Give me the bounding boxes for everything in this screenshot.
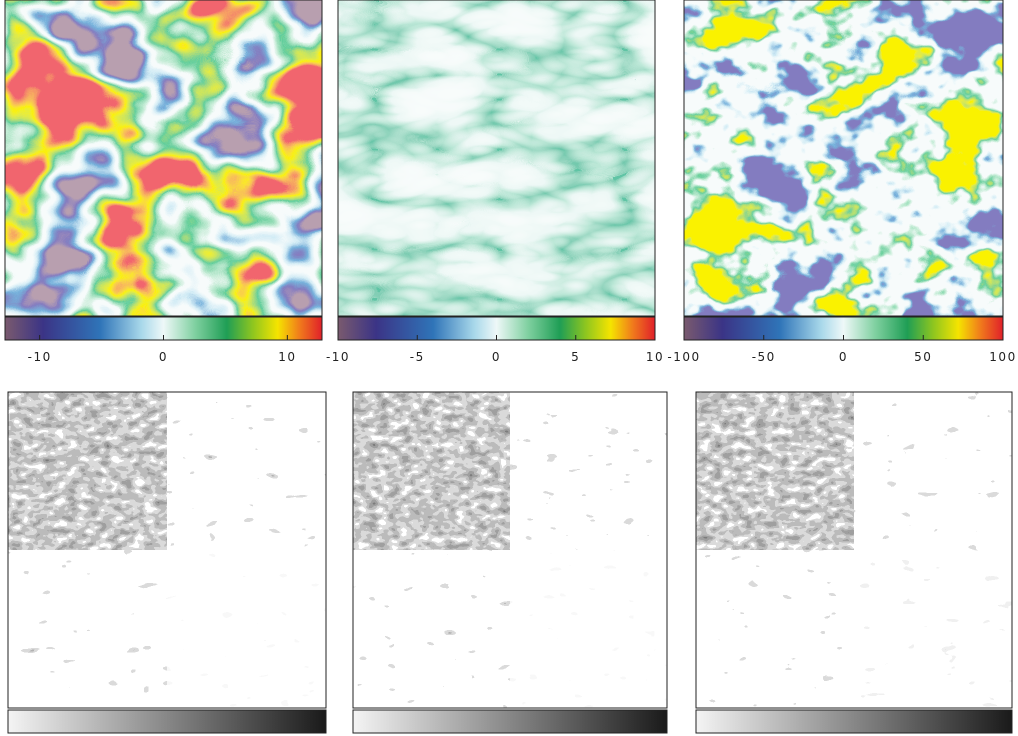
colorbar bbox=[7, 709, 327, 734]
coefficient-maps bbox=[7, 391, 1013, 734]
tick-label: 0 bbox=[839, 350, 848, 364]
tick-label: -10 bbox=[326, 350, 350, 364]
tick-label: 5 bbox=[571, 350, 580, 364]
tick-label: 10 bbox=[278, 350, 296, 364]
vorticity-field bbox=[684, 0, 1003, 316]
vorticity-field bbox=[338, 0, 655, 316]
vorticity-field bbox=[5, 0, 322, 316]
tick-label: -5 bbox=[410, 350, 425, 364]
tick-label: 10 bbox=[646, 350, 664, 364]
colorbar bbox=[352, 709, 668, 734]
tick-label: 100 bbox=[989, 350, 1016, 364]
tick-label: 0 bbox=[492, 350, 501, 364]
tick-label: -10 bbox=[28, 350, 52, 364]
tick-label: 50 bbox=[914, 350, 932, 364]
tick-label: 0 bbox=[159, 350, 168, 364]
tick-label: -100 bbox=[667, 350, 700, 364]
tick-label: -50 bbox=[752, 350, 776, 364]
colorbar bbox=[695, 709, 1013, 734]
